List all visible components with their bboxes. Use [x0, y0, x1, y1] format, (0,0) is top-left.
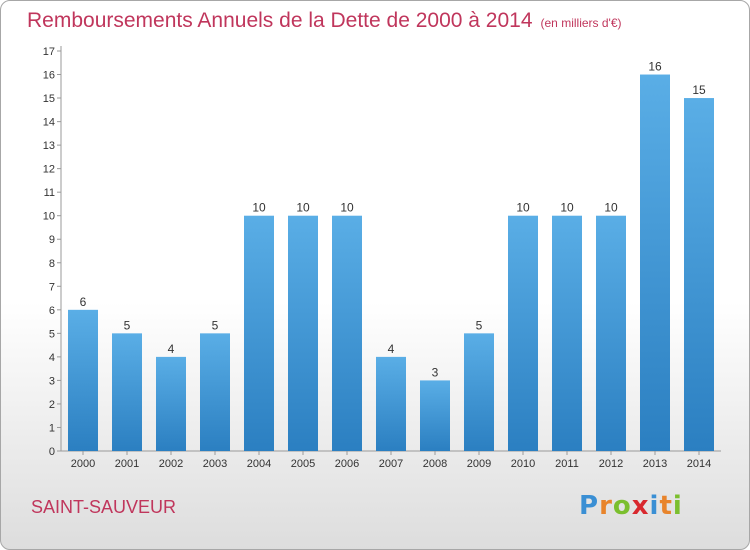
- labels: 6 2000 5 2001 4 2002 5 2003 10 2004 10 2005 10 2006 4 2…: [71, 60, 711, 470]
- logo-letter: i: [649, 491, 660, 521]
- logo-letter: P: [579, 491, 600, 521]
- bar: [508, 215, 538, 451]
- x-tick-label: 2011: [555, 458, 579, 470]
- bar: [596, 215, 626, 451]
- x-tick-label: 2008: [423, 458, 447, 470]
- x-tick-label: 2009: [467, 458, 491, 470]
- data-label: 16: [648, 60, 662, 74]
- y-tick-label: 9: [49, 234, 55, 246]
- data-label: 5: [124, 318, 131, 332]
- x-tick-label: 2014: [687, 458, 711, 470]
- bar: [244, 215, 274, 451]
- chart-unit: (en milliers d'€): [540, 16, 622, 30]
- logo-letter: t: [659, 491, 673, 521]
- x-tick-label: 2013: [643, 458, 667, 470]
- bar: [68, 309, 98, 451]
- chart-title-text: Remboursements Annuels de la Dette de 20…: [27, 9, 533, 32]
- bar: [332, 215, 362, 451]
- x-tick-label: 2006: [335, 458, 359, 470]
- bar: [288, 215, 318, 451]
- x-tick-label: 2007: [379, 458, 403, 470]
- y-tick-label: 2: [49, 399, 55, 411]
- bar: [684, 98, 714, 451]
- x-tick-label: 2004: [247, 458, 271, 470]
- logo-letter: x: [631, 491, 650, 521]
- data-label: 10: [560, 201, 574, 215]
- y-tick-label: 14: [43, 117, 55, 129]
- proxiti-logo: Proxiti: [579, 491, 683, 521]
- logo-letter: r: [599, 491, 613, 521]
- y-tick-label: 10: [43, 211, 55, 223]
- y-tick-label: 12: [43, 164, 55, 176]
- town-name: SAINT-SAUVEUR: [31, 497, 177, 517]
- data-label: 10: [252, 201, 266, 215]
- y-tick-label: 1: [49, 422, 55, 434]
- data-label: 6: [80, 295, 87, 309]
- y-tick-label: 5: [49, 328, 55, 340]
- x-tick-label: 2005: [291, 458, 315, 470]
- y-tick-label: 3: [49, 375, 55, 387]
- data-label: 10: [516, 201, 530, 215]
- data-label: 10: [604, 201, 618, 215]
- bar: [464, 333, 494, 451]
- x-tick-label: 2003: [203, 458, 227, 470]
- bar: [552, 215, 582, 451]
- data-label: 10: [340, 201, 354, 215]
- x-tick-label: 2010: [511, 458, 535, 470]
- y-tick-label: 17: [43, 46, 55, 58]
- logo-letter: i: [672, 491, 683, 521]
- x-tick-label: 2001: [115, 458, 139, 470]
- y-tick-label: 8: [49, 258, 55, 270]
- y-tick-label: 13: [43, 140, 55, 152]
- bars: [68, 74, 714, 451]
- bar: [200, 333, 230, 451]
- bar: [640, 74, 670, 451]
- data-label: 10: [296, 201, 310, 215]
- bar: [112, 333, 142, 451]
- data-label: 3: [432, 365, 439, 379]
- x-tick-label: 2000: [71, 458, 95, 470]
- data-label: 15: [692, 83, 706, 97]
- chart-title: Remboursements Annuels de la Dette de 20…: [27, 9, 622, 33]
- bar: [156, 356, 186, 451]
- y-tick-label: 6: [49, 305, 55, 317]
- x-tick-label: 2002: [159, 458, 183, 470]
- data-label: 5: [212, 318, 219, 332]
- logo-letter: o: [612, 491, 632, 521]
- y-tick-label: 11: [44, 187, 55, 199]
- data-label: 5: [476, 318, 483, 332]
- y-tick-label: 16: [43, 70, 55, 82]
- bar: [376, 356, 406, 451]
- bar: [420, 380, 450, 451]
- y-tick-label: 15: [43, 93, 55, 105]
- y-tick-label: 7: [49, 281, 55, 293]
- y-tick-label: 4: [49, 352, 55, 364]
- y-tick-label: 0: [49, 446, 55, 458]
- x-tick-label: 2012: [599, 458, 623, 470]
- data-label: 4: [168, 342, 175, 356]
- data-label: 4: [388, 342, 395, 356]
